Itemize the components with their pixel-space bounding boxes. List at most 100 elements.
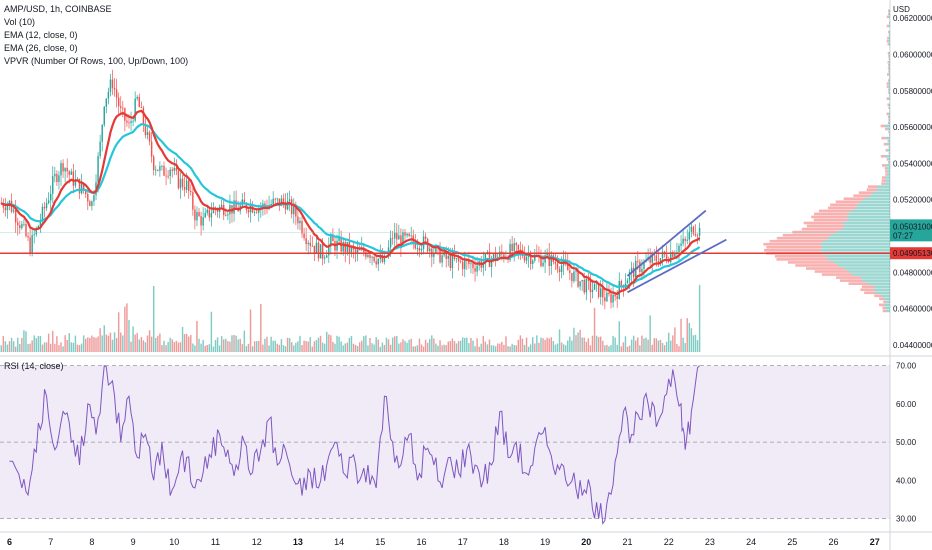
- vpvr-row-down: [813, 218, 849, 222]
- candle-body: [39, 221, 42, 226]
- candle-body: [400, 235, 402, 247]
- vpvr-row-up: [885, 306, 890, 310]
- candle-body: [49, 193, 52, 201]
- vpvr-row-down: [867, 185, 878, 188]
- volume-bar: [521, 338, 524, 352]
- candle-body: [585, 279, 588, 293]
- vpvr-row-down: [886, 112, 889, 116]
- volume-bar: [245, 346, 248, 352]
- candle-body: [579, 281, 581, 287]
- volume-bar: [437, 345, 439, 352]
- vpvr-row-up: [846, 215, 890, 219]
- volume-bar: [169, 337, 171, 352]
- candle-body: [523, 255, 526, 261]
- vpvr-row-down: [888, 106, 890, 110]
- candle-body: [328, 244, 330, 256]
- volume-bar: [478, 346, 480, 352]
- vpvr-row-up: [885, 136, 890, 140]
- vpvr-row-up: [820, 248, 890, 252]
- candle-body: [132, 120, 134, 122]
- volume-bar: [389, 344, 392, 352]
- volume-bar: [515, 345, 517, 352]
- vpvr-row-up: [889, 54, 890, 58]
- candle-body: [684, 238, 686, 241]
- candle-body: [492, 253, 495, 259]
- volume-bar: [66, 339, 68, 352]
- candle-body: [35, 228, 38, 235]
- date-tick-label: 25: [787, 537, 797, 547]
- volume-bar: [216, 337, 219, 352]
- volume-bar: [667, 332, 670, 352]
- volume-bar: [101, 335, 103, 352]
- candle-body: [490, 258, 493, 267]
- volume-bar: [235, 335, 237, 352]
- vpvr-row-up: [888, 67, 890, 70]
- candle-body: [461, 261, 464, 270]
- candle-body: [264, 203, 266, 207]
- candle-body: [128, 122, 130, 124]
- rsi-tick-label: 30.00: [896, 515, 917, 524]
- volume-bar: [620, 346, 623, 352]
- vpvr-row-down: [763, 242, 821, 246]
- volume-bar: [161, 345, 163, 352]
- candle-body: [301, 220, 303, 234]
- volume-bar: [558, 329, 561, 352]
- volume-bar: [229, 341, 231, 352]
- candle-body: [41, 206, 44, 222]
- candle-body: [630, 267, 633, 273]
- vpvr-row-down: [888, 9, 889, 13]
- candle-body: [587, 279, 590, 281]
- candle-body: [534, 254, 536, 261]
- candle-body: [29, 237, 31, 254]
- legend-ema26[interactable]: EMA (26, close, 0): [4, 43, 78, 53]
- volume-bar: [342, 345, 344, 352]
- legend-vpvr[interactable]: VPVR (Number Of Rows, 100, Up/Down, 100): [4, 56, 189, 66]
- volume-bar: [513, 345, 515, 352]
- ema-lines: [0, 109, 701, 296]
- candle-body: [200, 216, 202, 226]
- rsi-tick-label: 60.00: [896, 400, 917, 409]
- volume-bar: [208, 344, 211, 352]
- vpvr-row-down: [887, 103, 889, 107]
- candle-body: [468, 260, 470, 265]
- vpvr-row-down: [881, 136, 886, 140]
- candle-body: [37, 225, 40, 229]
- candle-body: [672, 251, 674, 257]
- candle-body: [618, 281, 620, 299]
- legend-vol[interactable]: Vol (10): [4, 17, 36, 27]
- legend-rsi[interactable]: RSI (14, close): [4, 361, 64, 371]
- candle-body: [47, 200, 50, 203]
- candle-body: [12, 210, 15, 212]
- candle-body: [661, 251, 664, 259]
- vpvr-row-down: [886, 24, 889, 28]
- candle-body: [373, 256, 375, 262]
- legend-ema12[interactable]: EMA (12, close, 0): [4, 30, 78, 40]
- candle-body: [655, 255, 658, 262]
- candle-body: [639, 261, 641, 273]
- date-tick-label: 8: [89, 537, 94, 547]
- vpvr-row-up: [842, 221, 890, 225]
- vpvr-row-down: [886, 97, 889, 101]
- volume-bar: [676, 344, 678, 352]
- volume-bar: [243, 330, 246, 352]
- candle-body: [391, 238, 394, 239]
- volume-bar: [280, 339, 283, 352]
- volume-bar: [17, 337, 19, 352]
- price-tick-label: 0.06200000: [893, 14, 932, 23]
- date-tick-label: 27: [870, 537, 880, 547]
- candle-body: [169, 169, 171, 177]
- volume-bar: [52, 330, 54, 352]
- volume-bar: [286, 337, 289, 352]
- candle-body: [369, 254, 371, 258]
- candle-body: [196, 212, 198, 221]
- volume-bar: [183, 334, 186, 352]
- volume-bar: [99, 328, 101, 352]
- candle-body: [332, 235, 334, 242]
- legend-symbol[interactable]: AMP/USD, 1h, COINBASE: [4, 4, 112, 14]
- vpvr-row-down: [766, 245, 822, 249]
- vpvr-row-up: [860, 276, 890, 279]
- volume-bar: [309, 337, 311, 352]
- candle-body: [78, 178, 81, 194]
- candle-body: [567, 263, 569, 271]
